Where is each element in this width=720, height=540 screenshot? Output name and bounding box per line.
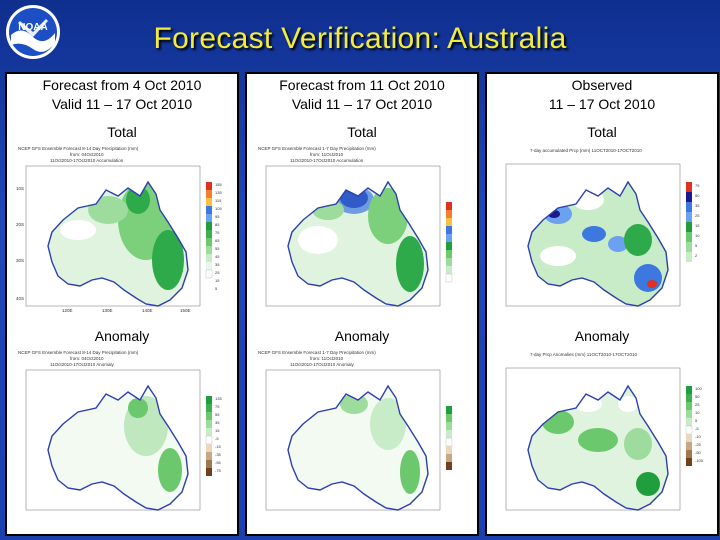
- legend-value: 2: [695, 253, 698, 258]
- map-caption-line: NCEP GFS Ensemble Forecast 8-14 Day Prec…: [18, 146, 139, 151]
- legend-value: 35: [695, 203, 700, 208]
- legend-value: 5: [215, 286, 218, 291]
- map-caption-line: from: 11Oct2010: [310, 356, 344, 361]
- column-forecast-11oct: Forecast from 11 Oct 2010 Valid 11 – 17 …: [245, 72, 479, 536]
- column-observed: Observed 11 – 17 Oct 2010 Total 7-day ac…: [485, 72, 719, 536]
- column-forecast-4oct: Forecast from 4 Oct 2010 Valid 11 – 17 O…: [5, 72, 239, 536]
- legend-value: 65: [215, 238, 220, 243]
- legend-value: 55: [215, 412, 220, 417]
- legend-value: -10: [695, 434, 702, 439]
- colorbar: 155 135 115 105 95 85 75 65 55 45 35 25 …: [205, 182, 222, 291]
- legend-value: -5: [695, 426, 699, 431]
- map-caption-line: 11Oct2010-17Oct2010 Anomaly: [50, 362, 114, 367]
- map-caption-line: NCEP GFS Ensemble Forecast 1-7 Day Preci…: [258, 350, 376, 355]
- legend-value: 15: [215, 428, 220, 433]
- logo-text: NOAA: [18, 22, 47, 33]
- legend-value: 115: [215, 198, 222, 203]
- lon-label: 150E: [180, 308, 191, 313]
- legend-value: 35: [215, 420, 220, 425]
- header-line2: Valid 11 – 17 Oct 2010: [51, 96, 193, 112]
- legend-value: 50: [695, 394, 700, 399]
- map-caption-line: NCEP GFS Ensemble Forecast 8-14 Day Prec…: [18, 350, 139, 355]
- column-header: Observed 11 – 17 Oct 2010: [487, 76, 717, 114]
- lon-label: 140E: [142, 308, 153, 313]
- legend-value: 105: [215, 206, 222, 211]
- colorbar: [445, 202, 453, 283]
- legend-value: -50: [695, 450, 702, 455]
- legend-value: 10: [695, 233, 700, 238]
- lat-label: 40S: [16, 296, 24, 301]
- legend-value: 50: [695, 193, 700, 198]
- legend-value: -5: [215, 436, 219, 441]
- legend-value: 85: [215, 222, 220, 227]
- total-label: Total: [107, 124, 137, 140]
- map-caption-line: 7-day Prcp Anomalies (mm) 11OCT2010-17OC…: [530, 352, 637, 357]
- legend-value: 95: [215, 214, 220, 219]
- legend-value: 75: [215, 230, 220, 235]
- legend-value: 25: [215, 270, 220, 275]
- legend-value: 5: [695, 243, 698, 248]
- colorbar: [445, 406, 453, 470]
- legend-value: 135: [215, 190, 222, 195]
- legend-value: 15: [215, 278, 220, 283]
- anomaly-label: Anomaly: [334, 328, 390, 344]
- map-caption-line: 11Oct2010-17Oct2010 Anomaly: [290, 362, 354, 367]
- legend-value: 15: [695, 223, 700, 228]
- anomaly-map: NCEP GFS Ensemble Forecast 1-7 Day Preci…: [250, 346, 474, 521]
- anomaly-map: NCEP GFS Ensemble Forecast 8-14 Day Prec…: [10, 346, 234, 521]
- header-line2: 11 – 17 Oct 2010: [548, 96, 656, 112]
- legend-value: -25: [695, 442, 702, 447]
- colorbar: 75 50 35 25 15 10 5 2: [686, 182, 700, 262]
- map-caption-line: from: 04Oct2010: [70, 356, 104, 361]
- header-line2: Valid 11 – 17 Oct 2010: [291, 96, 433, 112]
- total-map: NCEP GFS Ensemble Forecast 8-14 Day Prec…: [10, 142, 234, 317]
- header-line1: Observed: [571, 77, 633, 93]
- header-line1: Forecast from 11 Oct 2010: [279, 77, 445, 93]
- lat-label: 20S: [16, 222, 24, 227]
- colorbar: 135 75 55 35 15 -5 -15 -35 -55 -75: [205, 396, 222, 476]
- legend-value: 35: [215, 262, 220, 267]
- legend-value: 75: [215, 404, 220, 409]
- legend-value: 75: [695, 183, 700, 188]
- total-map: NCEP GFS Ensemble Forecast 1-7 Day Preci…: [250, 142, 474, 317]
- legend-value: 25: [695, 402, 700, 407]
- total-label: Total: [347, 124, 377, 140]
- legend-value: -55: [215, 460, 222, 465]
- lon-label: 130E: [102, 308, 113, 313]
- map-caption-line: from: 04Oct2010: [70, 152, 104, 157]
- anomaly-label: Anomaly: [574, 328, 630, 344]
- legend-value: 5: [695, 418, 698, 423]
- legend-value: 155: [215, 182, 222, 187]
- header-line1: Forecast from 4 Oct 2010: [42, 77, 202, 93]
- map-caption-line: NCEP GFS Ensemble Forecast 1-7 Day Preci…: [258, 146, 376, 151]
- legend-value: 55: [215, 246, 220, 251]
- slide-title: Forecast Verification: Australia: [153, 22, 567, 55]
- legend-value: 10: [695, 410, 700, 415]
- total-map: 7-day accumulated Prcp (mm) 11OCT2010-17…: [490, 142, 714, 317]
- legend-value: -15: [215, 444, 222, 449]
- legend-value: -100: [695, 458, 704, 463]
- colorbar: 100 50 25 10 5 -5 -10 -25 -50 -100: [685, 386, 704, 466]
- legend-value: 45: [215, 254, 220, 259]
- legend-value: 25: [695, 213, 700, 218]
- lat-label: 30S: [16, 258, 24, 263]
- legend-value: 100: [695, 386, 702, 391]
- anomaly-map: 7-day Prcp Anomalies (mm) 11OCT2010-17OC…: [490, 346, 714, 521]
- map-caption-line: from: 11Oct2010: [310, 152, 344, 157]
- map-caption-line: 11Oct2010-17Oct2010 Accumulation: [290, 158, 364, 163]
- legend-value: -35: [215, 452, 222, 457]
- legend-value: -75: [215, 468, 222, 473]
- total-label: Total: [587, 124, 617, 140]
- map-caption-line: 7-day accumulated Prcp (mm) 11OCT2010-17…: [530, 148, 642, 153]
- anomaly-label: Anomaly: [94, 328, 150, 344]
- legend-value: 135: [215, 396, 222, 401]
- column-header: Forecast from 4 Oct 2010 Valid 11 – 17 O…: [7, 76, 237, 114]
- noaa-logo-icon: NOAA: [6, 5, 60, 59]
- lon-label: 120E: [62, 308, 73, 313]
- map-caption-line: 11Oct2010-17Oct2010 Accumulation: [50, 158, 124, 163]
- column-header: Forecast from 11 Oct 2010 Valid 11 – 17 …: [247, 76, 477, 114]
- lat-label: 10S: [16, 186, 24, 191]
